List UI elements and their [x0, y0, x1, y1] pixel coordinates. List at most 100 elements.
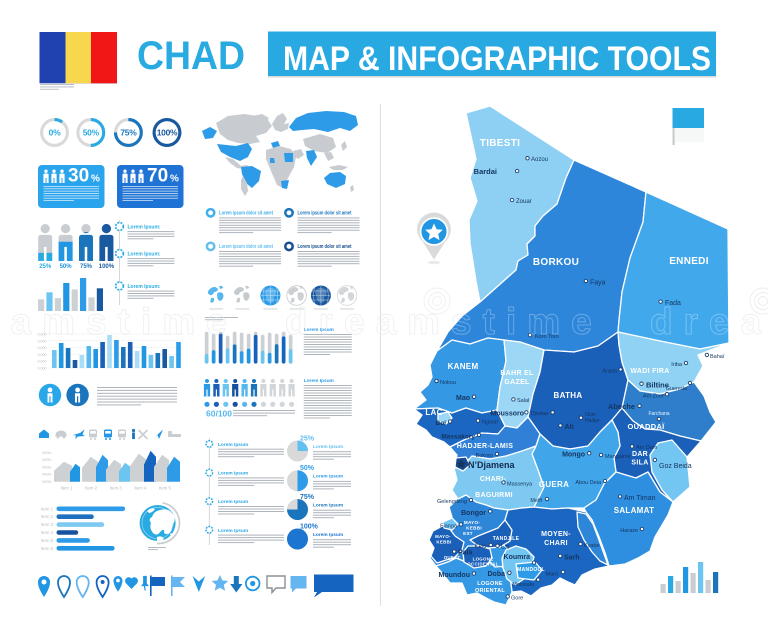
svg-text:BAGUIRMI: BAGUIRMI: [475, 492, 513, 499]
svg-text:Lorem Ipsum: Lorem Ipsum: [313, 444, 343, 450]
svg-text:30: 30: [68, 166, 89, 187]
svg-text:KANEM: KANEM: [448, 362, 479, 371]
svg-text:Am Dam: Am Dam: [636, 445, 658, 451]
svg-text:CHARI: CHARI: [544, 540, 568, 547]
svg-text:Hadjer: Hadjer: [585, 418, 600, 424]
svg-text:CHARI-: CHARI-: [480, 476, 507, 483]
svg-text:Mongo: Mongo: [562, 452, 585, 459]
svg-text:75%: 75%: [300, 494, 315, 501]
svg-text:EST: EST: [463, 531, 473, 536]
svg-text:GAZEL: GAZEL: [504, 379, 530, 386]
svg-text:MAYO-: MAYO-: [464, 520, 481, 525]
svg-text:Iriba: Iriba: [671, 362, 683, 368]
svg-text:Bol: Bol: [436, 420, 447, 427]
svg-text:Item 1: Item 1: [61, 486, 74, 491]
svg-text:50%: 50%: [83, 128, 100, 138]
svg-text:Kelo: Kelo: [474, 544, 487, 550]
svg-text:Biltine: Biltine: [646, 381, 669, 390]
svg-text:Laï: Laï: [501, 545, 510, 551]
svg-text:Fada: Fada: [665, 300, 681, 307]
svg-text:Moissala: Moissala: [512, 582, 535, 588]
svg-text:Maro: Maro: [545, 572, 558, 578]
svg-text:Oum: Oum: [585, 412, 596, 418]
svg-text:Item 3: Item 3: [110, 486, 123, 491]
svg-text:SALAMAT: SALAMAT: [614, 506, 655, 515]
svg-text:50%: 50%: [60, 264, 73, 270]
svg-text:MAYO-: MAYO-: [435, 534, 451, 539]
svg-text:Salal: Salal: [517, 398, 529, 404]
svg-text:0000-: 0000-: [42, 473, 52, 477]
svg-text:BAHR EL: BAHR EL: [500, 370, 534, 377]
svg-text:Item 5: Item 5: [41, 538, 54, 543]
svg-text:Lorem Ipsum: Lorem Ipsum: [313, 532, 343, 538]
svg-text:Lorem Ipsum:: Lorem Ipsum:: [128, 284, 161, 290]
svg-text:75%: 75%: [80, 264, 93, 270]
svg-text:0,000: 0,000: [38, 346, 47, 350]
svg-text:TIBESTI: TIBESTI: [480, 138, 520, 149]
svg-text:Mangalmé: Mangalmé: [605, 454, 631, 460]
svg-text:Sarh: Sarh: [564, 555, 580, 562]
svg-text:Moussoro: Moussoro: [491, 411, 524, 418]
svg-text:Lorem Ipsum: Lorem Ipsum: [313, 503, 343, 509]
svg-text:dreamstime: dreamstime: [0, 301, 238, 342]
svg-text:Pala: Pala: [458, 550, 473, 557]
svg-text:ORIENTAL: ORIENTAL: [475, 588, 505, 594]
svg-text:OUADDAÏ: OUADDAÏ: [627, 422, 665, 431]
svg-text:100%: 100%: [300, 524, 319, 531]
svg-text:Bongor: Bongor: [461, 510, 486, 517]
svg-text:Koumra: Koumra: [504, 554, 531, 561]
svg-text:GUERA: GUERA: [539, 480, 569, 489]
svg-text:OCCIDENTAL: OCCIDENTAL: [467, 562, 498, 567]
svg-text:Fianga: Fianga: [440, 524, 458, 530]
svg-text:0%: 0%: [49, 128, 61, 138]
svg-text:0000-: 0000-: [42, 451, 52, 455]
svg-text:N’Djamena: N’Djamena: [468, 460, 516, 470]
svg-text:Lorem ipsum dolor sit amet: Lorem ipsum dolor sit amet: [298, 210, 352, 216]
svg-text:Massakory: Massakory: [441, 434, 475, 441]
svg-text:Doba: Doba: [488, 571, 506, 578]
svg-text:Am Timan: Am Timan: [624, 495, 656, 502]
svg-text:SILA: SILA: [631, 460, 648, 467]
svg-text:dreamstime: dreamstime: [650, 301, 768, 342]
svg-text:0,000: 0,000: [38, 333, 47, 337]
svg-text:0,000: 0,000: [38, 360, 47, 364]
svg-text:MAP & INFOGRAPHIC TOOLS: MAP & INFOGRAPHIC TOOLS: [283, 40, 711, 78]
svg-text:Lorem ipsum dolor sit amet: Lorem ipsum dolor sit amet: [219, 210, 273, 216]
svg-text:Abeche: Abeche: [608, 402, 635, 411]
svg-text:Bokoro: Bokoro: [476, 453, 493, 459]
svg-text:Abou Deia: Abou Deia: [575, 480, 602, 486]
svg-text:Melfi: Melfi: [530, 498, 542, 504]
svg-text:Faya: Faya: [590, 280, 606, 287]
svg-text:Mao: Mao: [456, 395, 470, 402]
svg-text:%: %: [91, 174, 100, 185]
svg-text:Kyabe: Kyabe: [584, 543, 600, 549]
svg-text:dreamstime: dreamstime: [285, 301, 603, 342]
svg-text:Item 5: Item 5: [159, 486, 172, 491]
svg-text:Item 4: Item 4: [134, 486, 147, 491]
svg-text:Bahaï: Bahaï: [710, 354, 725, 360]
svg-text:Lorem Ipsum: Lorem Ipsum: [218, 499, 248, 505]
svg-text:Haraze: Haraze: [620, 528, 638, 534]
svg-text:Bardai: Bardai: [474, 167, 497, 176]
svg-text:Item 4: Item 4: [41, 530, 54, 535]
svg-text:75%: 75%: [120, 128, 137, 138]
svg-text:0000-: 0000-: [42, 458, 52, 462]
svg-text:Lorem Ipsum:: Lorem Ipsum:: [128, 252, 161, 258]
svg-text:Ati: Ati: [565, 424, 574, 431]
svg-text:OUEST: OUEST: [444, 555, 461, 560]
svg-text:LOGONE: LOGONE: [477, 581, 503, 587]
svg-text:0,000: 0,000: [38, 339, 47, 343]
svg-text:Ngouri: Ngouri: [482, 420, 498, 426]
svg-text:DAR: DAR: [632, 451, 648, 458]
svg-text:0,000: 0,000: [38, 367, 47, 371]
svg-text:Djedaa: Djedaa: [531, 411, 549, 417]
svg-text:60/100: 60/100: [206, 409, 232, 419]
svg-text:70: 70: [147, 166, 168, 187]
svg-text:KEBBI: KEBBI: [436, 540, 451, 545]
svg-text:Aozou: Aozou: [531, 157, 548, 163]
svg-text:Farchana: Farchana: [648, 411, 669, 417]
svg-text:CHAD: CHAD: [137, 34, 245, 78]
svg-text:WADI FIRA: WADI FIRA: [630, 368, 669, 375]
svg-text:LOGONE: LOGONE: [473, 557, 494, 562]
svg-text:Nokou: Nokou: [440, 380, 456, 386]
